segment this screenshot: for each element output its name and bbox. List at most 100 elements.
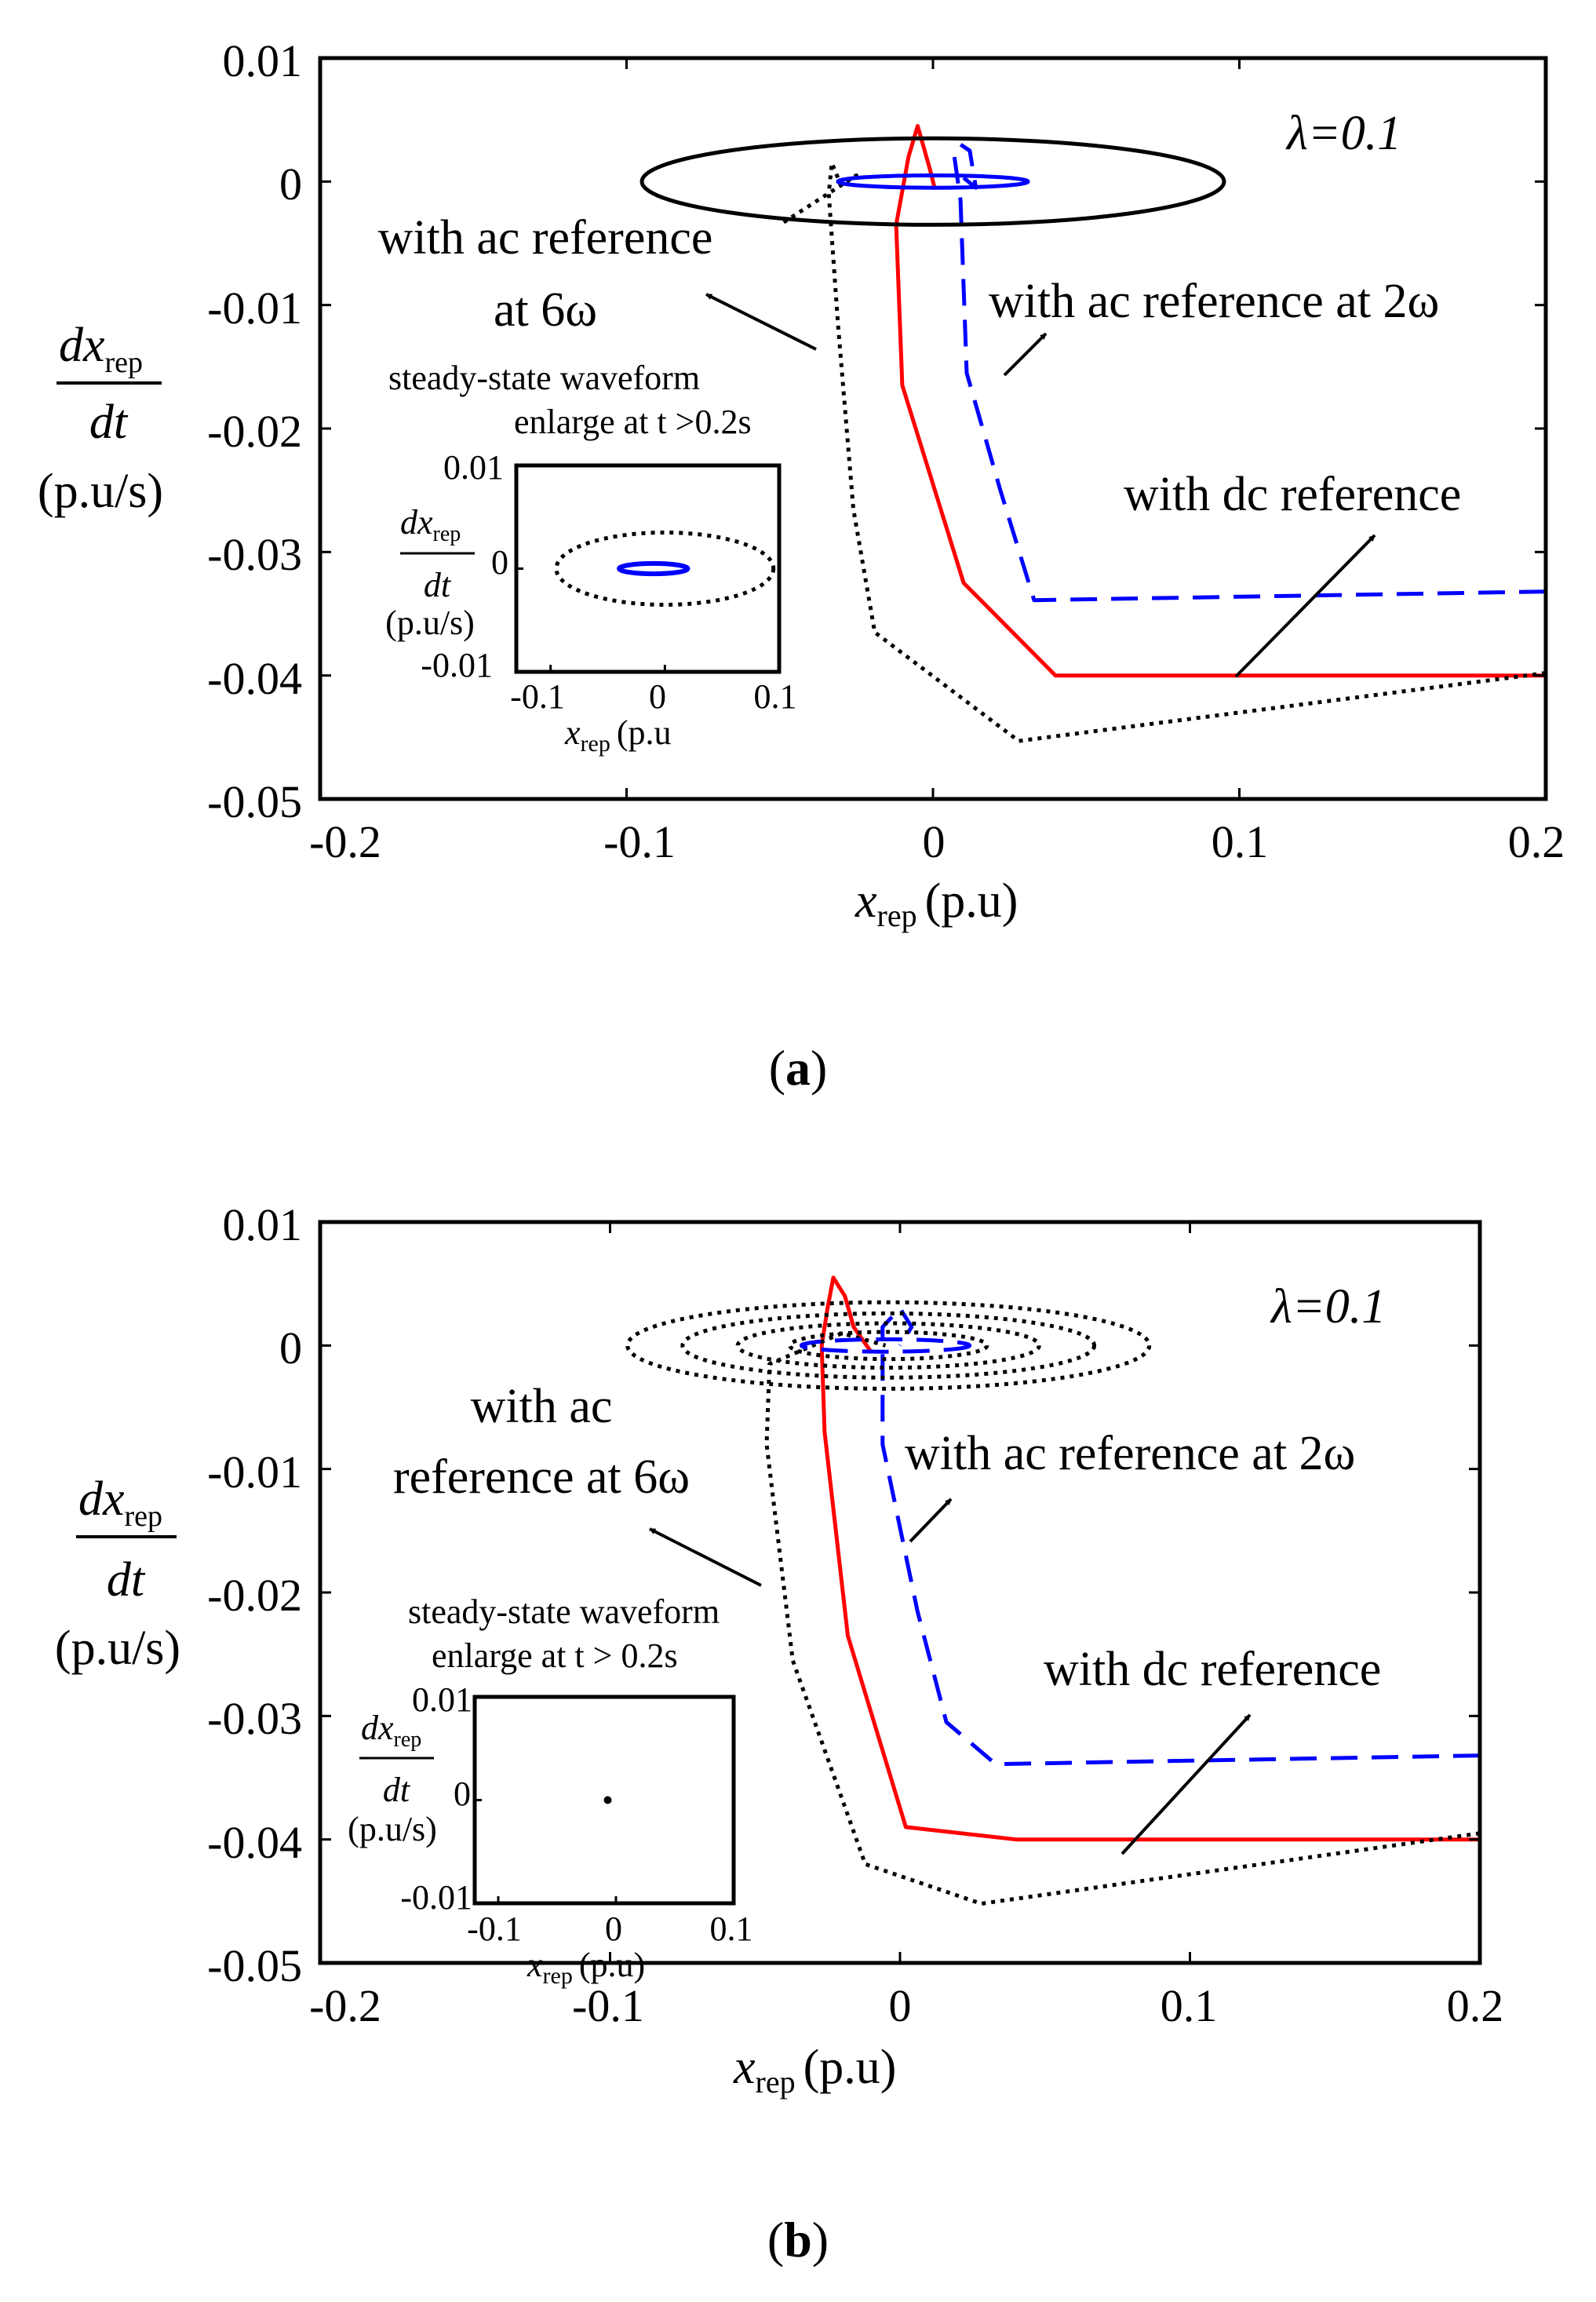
panel-a-ticks bbox=[319, 57, 1547, 801]
panel-b-annotation-steady-state-line1: steady-state waveform bbox=[408, 1592, 720, 1631]
panel-b-inset-xtick-label: 0.1 bbox=[710, 1910, 753, 1948]
panel-b-xtick-label: 0 bbox=[889, 1980, 912, 2031]
panel-b-inset-curves bbox=[475, 1695, 735, 1905]
panel-b-inset-frame bbox=[472, 1695, 736, 1906]
svg-text:(p.u/s): (p.u/s) bbox=[38, 465, 163, 518]
panel-a-ytick-label: 0.01 bbox=[223, 35, 303, 86]
panel-a-series-6-steady-state-orbit bbox=[639, 136, 1226, 227]
panel-a-annotation-steady-state-line1: steady-state waveform bbox=[388, 359, 700, 397]
panel-a-xtick-label: 0.1 bbox=[1212, 816, 1269, 867]
panel-b-ytick-label: 0.01 bbox=[223, 1199, 303, 1250]
panel-a-y-axis-label: dxrep dt (p.u/s) bbox=[38, 319, 163, 518]
panel-b-series-2-steady-state-orbit bbox=[799, 1337, 972, 1354]
panel-b-annotation-dc: with dc reference bbox=[1044, 1643, 1381, 1696]
panel-a-annotation-ac2: with ac reference at 2ω bbox=[989, 275, 1439, 328]
panel-b-inset-y-axis-label: dxrep dt (p.u/s) bbox=[348, 1709, 437, 1848]
panel-a-inset-frame bbox=[514, 463, 782, 674]
panel-a-xtick-label: 0.2 bbox=[1508, 816, 1565, 867]
panel-b-series-6-spiral-rings bbox=[625, 1300, 1152, 1391]
panel-a-xtick-label: -0.2 bbox=[309, 816, 381, 867]
panel-a-inset-orbit bbox=[554, 530, 776, 607]
panel-a-arrow-ac6 bbox=[705, 293, 817, 351]
panel-b-inset-x-axis-label: xrep (p.u) bbox=[527, 1946, 645, 1989]
panel-a-series bbox=[639, 124, 1547, 743]
panel-a-annotation-steady-state-line2: enlarge at t >0.2s bbox=[514, 403, 752, 441]
panel-a: 0.01 0 -0.01 -0.02 -0.03 -0.04 -0.05 -0.… bbox=[38, 35, 1565, 1096]
panel-b-arrow-ac2 bbox=[909, 1498, 953, 1543]
panel-b-xtick-label: 0.2 bbox=[1447, 1980, 1504, 2031]
panel-b-ytick-label: -0.03 bbox=[207, 1693, 302, 1744]
panel-b-caption-label: (b) bbox=[767, 2212, 829, 2267]
panel-a-x-axis-label: xrep (p.u) bbox=[854, 874, 1018, 933]
panel-b-series-6-spiral-rings bbox=[735, 1321, 1041, 1370]
panel-b-x-axis-label: xrep (p.u) bbox=[733, 2041, 896, 2100]
panel-a-xtick-label: 0 bbox=[923, 816, 946, 867]
panel-b-series-6-spiral-rings bbox=[680, 1311, 1097, 1380]
panel-b-inset-xtick-label: 0 bbox=[605, 1910, 622, 1948]
svg-text:dt: dt bbox=[424, 566, 452, 604]
panel-b-inset-ytick-label: 0 bbox=[454, 1775, 471, 1813]
panel-b-ytick-label: -0.02 bbox=[207, 1570, 302, 1621]
panel-b-series-with-dc-reference bbox=[819, 1275, 1480, 1842]
panel-b-annotation-steady-state-line2: enlarge at t > 0.2s bbox=[432, 1636, 678, 1675]
svg-text:dt: dt bbox=[107, 1553, 146, 1607]
panel-a-series-2-steady-state-orbit bbox=[836, 173, 1030, 190]
panel-b-xtick-label: -0.2 bbox=[309, 1980, 381, 2031]
panel-a-annotation-ac6-line1: with ac reference bbox=[378, 211, 713, 264]
panel-b-inset-xtick-label: -0.1 bbox=[467, 1910, 522, 1948]
panel-b-series bbox=[625, 1275, 1481, 1906]
panel-a-ytick-label: -0.03 bbox=[207, 529, 302, 580]
panel-b-y-axis-label: dxrep dt (p.u/s) bbox=[55, 1472, 180, 1675]
svg-text:(p.u/s): (p.u/s) bbox=[55, 1622, 180, 1675]
panel-b-lambda-label: λ=0.1 bbox=[1270, 1280, 1386, 1333]
panel-a-inset-curves bbox=[516, 464, 781, 673]
panel-b-arrow-dc bbox=[1120, 1713, 1252, 1855]
panel-a-inset-ytick-label: -0.01 bbox=[421, 646, 493, 684]
panel-b: 0.01 0 -0.01 -0.02 -0.03 -0.04 -0.05 -0.… bbox=[55, 1199, 1503, 2267]
panel-a-inset-x-axis-label: xrep (p.u bbox=[564, 713, 672, 757]
panel-a-annotation-ac6-line2: at 6ω bbox=[494, 283, 597, 337]
svg-text:(p.u/s): (p.u/s) bbox=[348, 1810, 437, 1848]
panel-a-inset-orbit bbox=[617, 560, 691, 577]
panel-a-caption-label: (a) bbox=[769, 1040, 828, 1096]
panel-a-arrow-dc bbox=[1234, 534, 1376, 678]
panel-a-series-with-ac-reference-at-2- bbox=[952, 142, 1547, 603]
panel-a-ytick-label: -0.05 bbox=[207, 776, 302, 827]
panel-b-series-6-spiral-rings bbox=[788, 1330, 989, 1362]
svg-text:dxrep: dxrep bbox=[400, 503, 461, 546]
panel-b-annotation-ac6-line2: reference at 6ω bbox=[393, 1450, 690, 1504]
panel-b-inset-ytick-label: 0.01 bbox=[412, 1680, 472, 1719]
panel-a-inset-xtick-label: -0.1 bbox=[510, 677, 565, 716]
panel-b-series-with-ac-reference-at-2- bbox=[880, 1306, 1481, 1767]
panel-a-xtick-label: -0.1 bbox=[603, 816, 676, 867]
panel-a-inset-xtick-label: 0 bbox=[649, 677, 666, 716]
panel-a-ytick-label: -0.02 bbox=[207, 406, 302, 457]
svg-text:dt: dt bbox=[383, 1771, 411, 1809]
panel-a-inset-y-axis-label: dxrep dt (p.u/s) bbox=[385, 503, 475, 642]
panel-a-lambda-label: λ=0.1 bbox=[1285, 107, 1401, 160]
panel-b-ytick-label: -0.01 bbox=[207, 1447, 302, 1498]
panel-a-ytick-label: -0.01 bbox=[207, 283, 302, 334]
panel-b-series-with-ac-reference-at-6- bbox=[764, 1331, 1481, 1906]
panel-b-annotation-ac6-line1: with ac bbox=[471, 1380, 613, 1433]
panel-b-inset-ytick-label: -0.01 bbox=[400, 1878, 472, 1917]
panel-a-inset-ytick-label: 0.01 bbox=[443, 448, 504, 487]
panel-a-series-with-ac-reference-at-6- bbox=[778, 161, 1547, 743]
panel-a-ytick-label: 0 bbox=[279, 159, 302, 210]
panel-a-inset-xtick-label: 0.1 bbox=[754, 677, 797, 716]
panel-b-ticks bbox=[319, 1220, 1481, 1965]
panel-b-ytick-label: -0.05 bbox=[207, 1940, 302, 1991]
svg-text:dt: dt bbox=[89, 396, 129, 449]
panel-a-annotation-dc: with dc reference bbox=[1124, 468, 1461, 521]
panel-a-inset-ytick-label: 0 bbox=[491, 543, 508, 582]
svg-text:dxrep: dxrep bbox=[59, 319, 143, 379]
svg-text:(p.u/s): (p.u/s) bbox=[385, 604, 475, 642]
panel-b-ytick-label: -0.04 bbox=[207, 1817, 302, 1868]
panel-a-arrow-ac2 bbox=[1003, 332, 1048, 377]
panel-b-xtick-label: 0.1 bbox=[1161, 1980, 1218, 2031]
svg-text:dxrep: dxrep bbox=[361, 1709, 421, 1752]
panel-b-inset-dot bbox=[603, 1796, 612, 1804]
panel-a-plot-frame bbox=[318, 56, 1548, 801]
panel-b-ytick-label: 0 bbox=[279, 1322, 302, 1374]
